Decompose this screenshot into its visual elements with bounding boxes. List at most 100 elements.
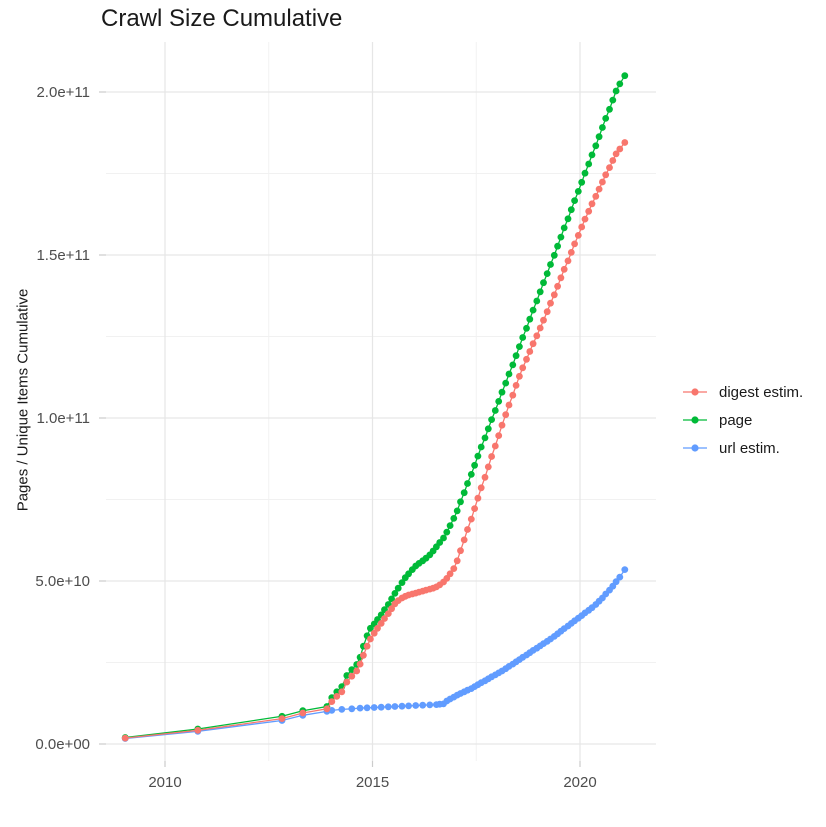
data-point — [602, 171, 610, 179]
data-point — [567, 206, 575, 214]
data-point — [474, 494, 482, 502]
data-point — [560, 224, 568, 232]
data-point — [388, 605, 395, 613]
data-point — [581, 215, 589, 223]
data-point — [609, 96, 617, 104]
data-point — [554, 242, 561, 250]
data-point — [557, 233, 565, 241]
data-point — [384, 703, 392, 711]
series-digest-estim- — [121, 139, 629, 742]
data-point — [621, 72, 629, 80]
data-point — [564, 257, 572, 265]
data-point — [446, 570, 454, 578]
data-point — [599, 178, 606, 186]
data-point — [194, 726, 202, 734]
data-point — [585, 160, 593, 168]
data-point — [612, 87, 620, 95]
data-point — [526, 348, 534, 355]
data-point — [567, 249, 575, 256]
data-point — [278, 715, 286, 722]
data-point — [343, 672, 351, 679]
data-point — [477, 484, 485, 492]
data-point — [484, 425, 492, 433]
legend-label-digest: digest estim. — [719, 383, 804, 401]
data-point — [391, 590, 399, 597]
data-point — [440, 534, 447, 542]
data-point — [543, 270, 551, 277]
data-point — [481, 473, 489, 481]
data-point — [488, 416, 495, 423]
data-point — [377, 703, 385, 711]
x-tick-label: 2015 — [356, 774, 389, 791]
data-point — [505, 370, 513, 378]
y-tick-label: 1.0e+11 — [36, 410, 90, 427]
legend-row-url: url estim. — [682, 434, 803, 462]
data-point — [363, 704, 371, 712]
data-point — [495, 398, 503, 405]
data-point — [491, 442, 499, 450]
data-point — [443, 528, 451, 536]
data-point — [592, 142, 600, 150]
data-point — [363, 642, 371, 650]
legend-point-icon — [691, 444, 699, 452]
data-point — [377, 620, 385, 627]
data-point — [323, 705, 331, 713]
data-point — [464, 480, 471, 487]
data-point — [356, 660, 364, 668]
data-point — [585, 207, 593, 215]
data-point — [588, 151, 596, 159]
data-point — [564, 215, 572, 223]
data-point — [612, 578, 620, 586]
x-tick-label: 2010 — [148, 774, 181, 791]
data-point — [502, 411, 510, 419]
data-point — [599, 124, 606, 131]
data-point — [543, 308, 551, 316]
data-point — [374, 624, 381, 632]
data-point — [595, 133, 603, 141]
legend-row-digest: digest estim. — [682, 378, 803, 406]
data-point — [609, 157, 617, 164]
data-point — [550, 291, 558, 299]
data-point — [388, 595, 395, 603]
data-point — [533, 332, 541, 340]
data-point — [502, 379, 510, 387]
data-point — [512, 382, 520, 389]
series-page — [121, 72, 629, 741]
data-point — [606, 105, 613, 113]
data-point — [516, 372, 523, 380]
data-point — [621, 139, 629, 146]
data-point — [574, 188, 582, 195]
legend-key-digest — [683, 388, 707, 396]
data-point — [299, 709, 307, 717]
legend-point-icon — [691, 416, 699, 424]
data-point — [592, 192, 600, 200]
legend-point-icon — [691, 388, 699, 396]
data-point — [616, 145, 624, 153]
data-point — [536, 288, 544, 296]
data-point — [391, 703, 399, 710]
data-point — [398, 702, 406, 710]
data-point — [348, 672, 356, 680]
legend-key-page — [683, 416, 707, 424]
data-point — [460, 536, 468, 544]
data-point — [498, 388, 506, 396]
data-point — [523, 324, 530, 332]
data-point — [474, 452, 482, 460]
data-point — [519, 364, 527, 372]
data-point — [529, 306, 537, 314]
data-point — [547, 261, 554, 268]
data-point — [540, 279, 547, 287]
data-point — [481, 434, 489, 442]
legend-key-url — [683, 444, 707, 452]
gridlines-minor — [106, 42, 656, 761]
data-point — [484, 463, 492, 471]
data-point — [505, 401, 513, 409]
data-point — [457, 498, 464, 506]
data-point — [571, 240, 578, 248]
x-tick-label: 2020 — [563, 774, 596, 791]
data-point — [581, 169, 589, 177]
data-point — [356, 704, 364, 712]
data-point — [412, 702, 420, 709]
data-point — [498, 421, 506, 429]
